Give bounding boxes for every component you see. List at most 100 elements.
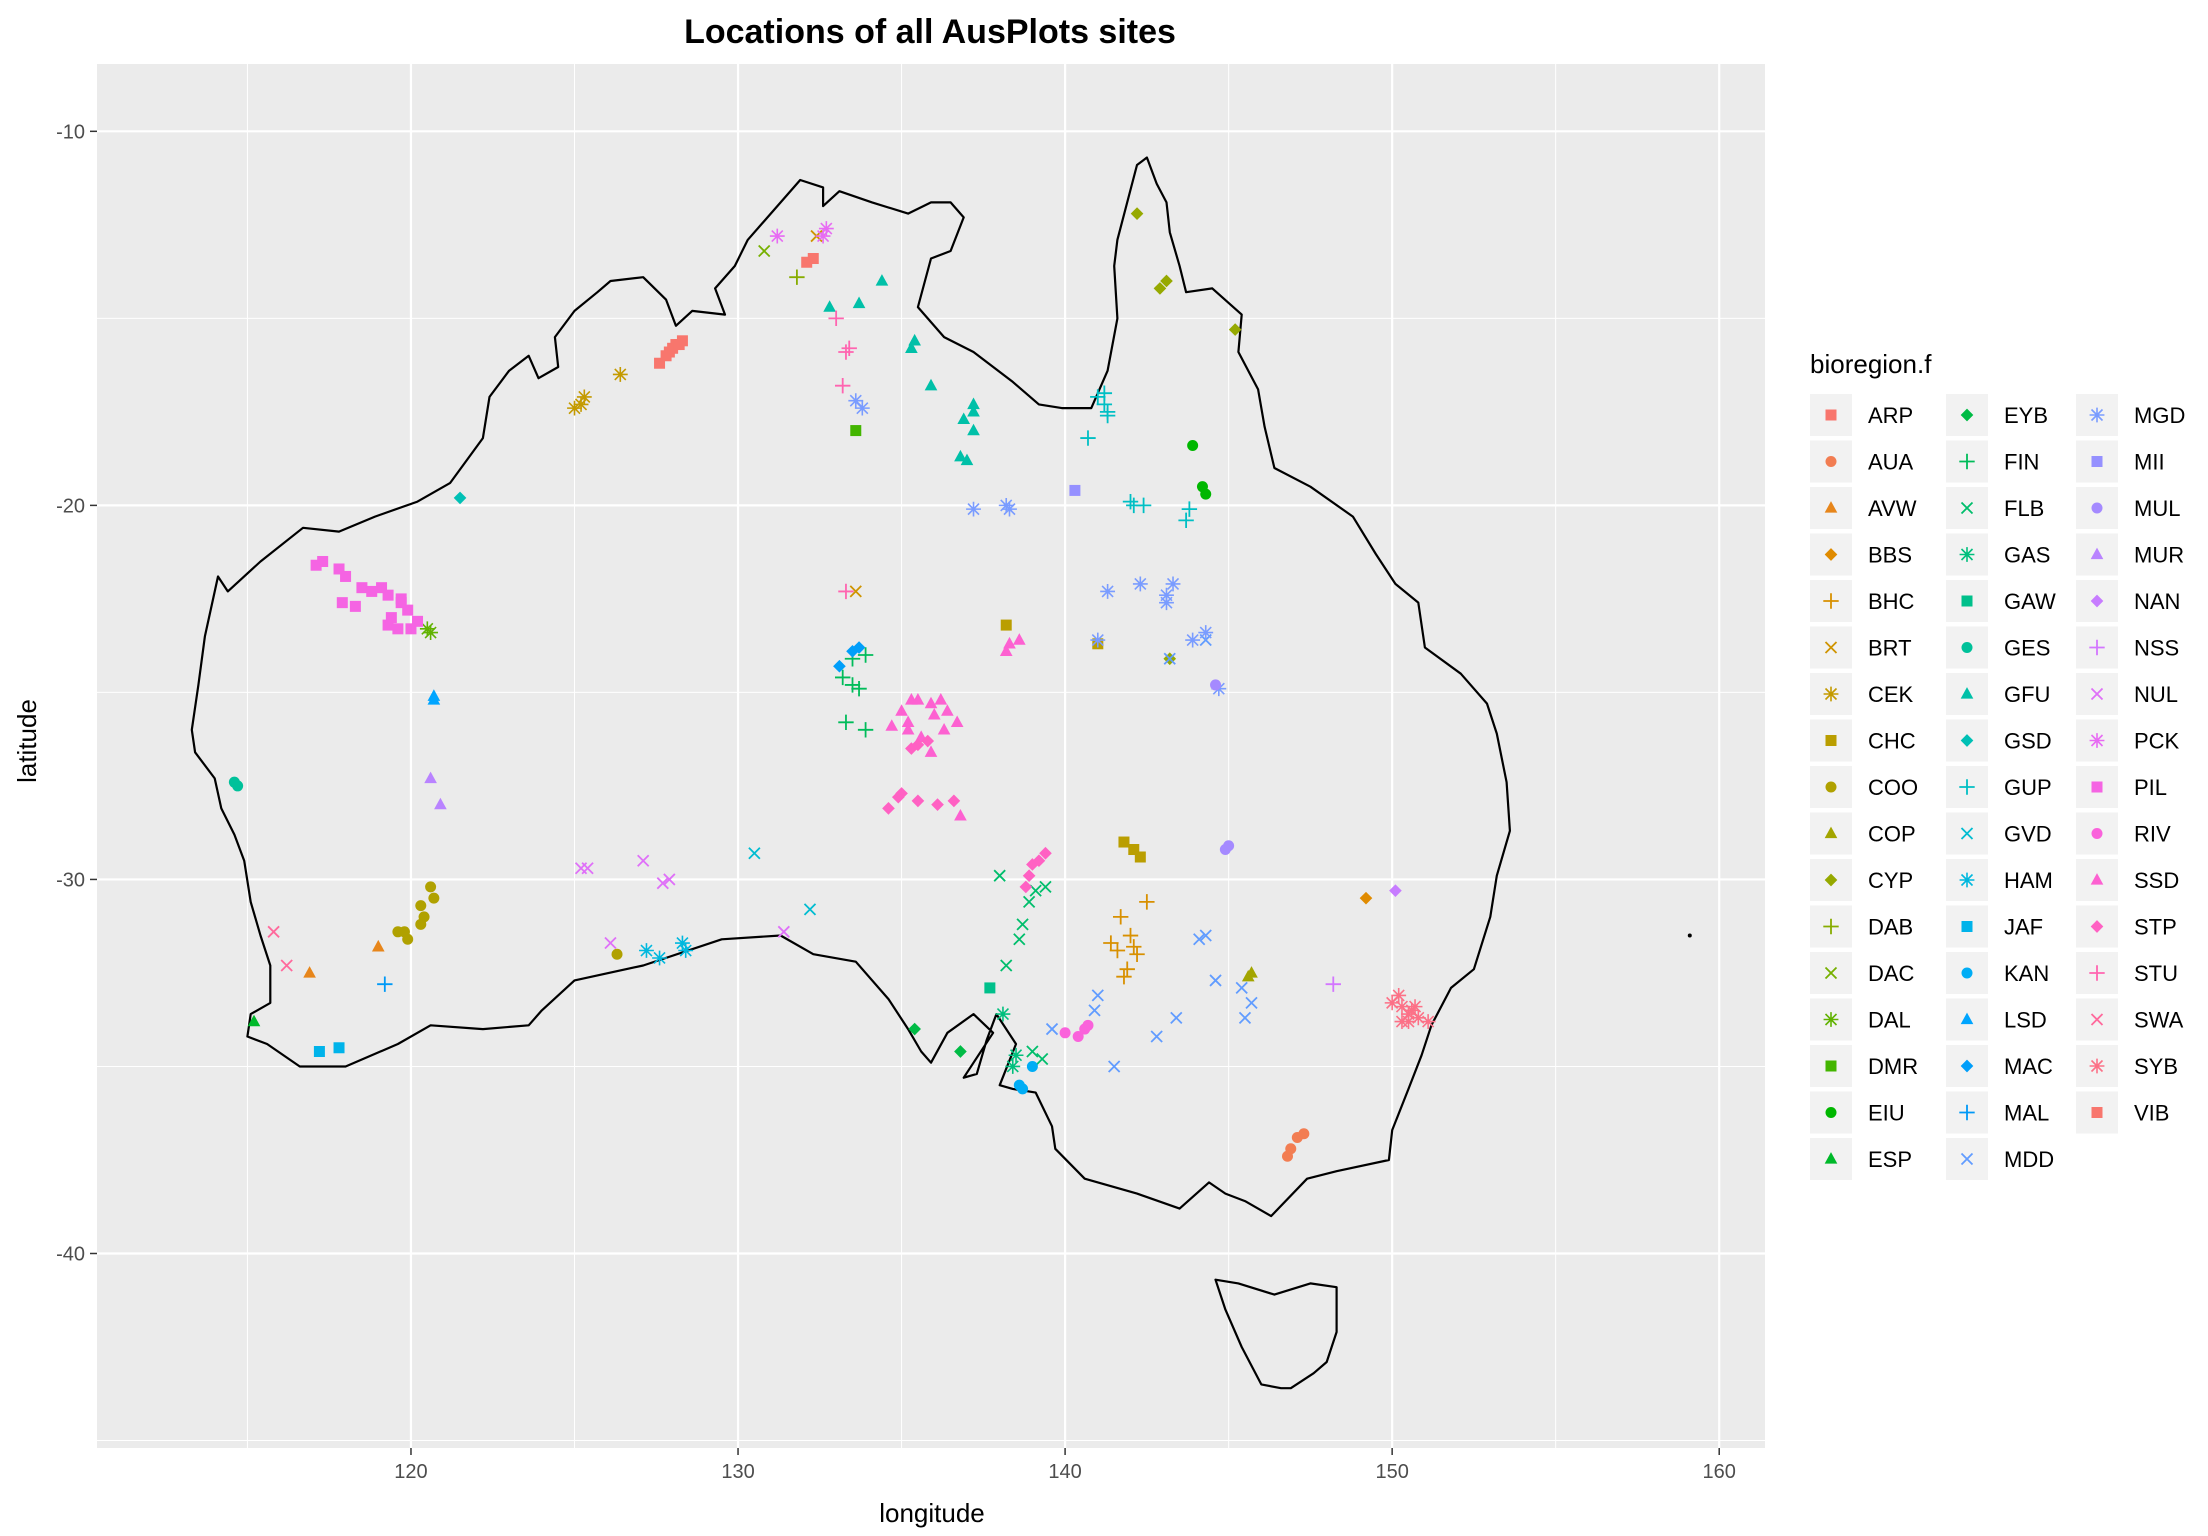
data-point-ssd — [941, 704, 954, 716]
legend-label: COP — [1868, 822, 1916, 847]
data-point-ssd — [924, 696, 938, 709]
legend-item-stu: STU — [2076, 952, 2178, 994]
legend-label: ESP — [1868, 1147, 1912, 1172]
legend-label: KAN — [2004, 961, 2049, 986]
data-point-mac — [852, 641, 866, 654]
legend-item-lsd: LSD — [1946, 998, 2047, 1041]
data-point-mdd — [1045, 1022, 1059, 1036]
data-point-mgd — [848, 393, 864, 409]
legend-key-symbol — [2089, 407, 2105, 423]
data-point-stp — [911, 794, 925, 808]
data-point-brt — [849, 585, 862, 598]
data-point-mur — [434, 797, 447, 810]
y-tick-label: -30 — [56, 869, 85, 891]
data-point-pil — [402, 604, 414, 616]
data-point-ssd — [924, 745, 938, 757]
legend-item-eyb: EYB — [1946, 394, 2048, 436]
data-point-flb — [1036, 1052, 1049, 1066]
data-point-gup — [1099, 407, 1116, 424]
data-point-mur — [424, 771, 437, 784]
data-point-vib — [654, 357, 666, 369]
data-point-syb — [1410, 1010, 1426, 1026]
data-point-mdd — [1193, 933, 1206, 946]
data-point-cyp — [1130, 207, 1144, 220]
data-point-nss — [1325, 976, 1341, 992]
legend: ARP AUA AVW BBS BHC BRT CEK CHC COO COP CYP DAB DAC D… — [1810, 394, 2185, 1180]
y-axis-ticks: -10 -20 -30 -40 — [56, 121, 97, 1265]
legend-key-symbol — [1961, 921, 1973, 932]
data-point-mgd — [854, 400, 870, 416]
data-point-bhc — [1126, 939, 1142, 955]
data-point-cek — [573, 396, 589, 412]
gridlines — [97, 64, 1765, 1448]
data-point-coo — [392, 926, 404, 938]
data-point-mgd — [1002, 501, 1017, 517]
legend-item-riv: RIV — [2076, 812, 2171, 855]
legend-item-nss: NSS — [2076, 626, 2179, 669]
legend-key-symbol — [2091, 502, 2103, 514]
data-point-dac — [758, 244, 771, 258]
legend-label: SSD — [2134, 868, 2179, 893]
data-point-mgd — [1185, 632, 1201, 648]
data-point-stp — [921, 734, 935, 748]
data-point-flb — [1039, 880, 1052, 894]
data-point-fin — [834, 669, 851, 686]
data-point-mdd — [1150, 1030, 1163, 1043]
data-point-syb — [1401, 1014, 1416, 1029]
data-point-flb — [1013, 933, 1026, 946]
data-point-gas — [995, 1006, 1011, 1022]
legend-label: AVW — [1868, 496, 1917, 521]
data-point-gup — [1178, 512, 1194, 529]
data-point-pil — [366, 585, 378, 597]
data-point-flb — [1026, 1045, 1039, 1058]
data-point-pil — [405, 623, 417, 635]
data-point-bhc — [1103, 935, 1119, 951]
data-point-coo — [415, 900, 427, 912]
data-point-gfu — [875, 274, 889, 286]
data-point-mac — [833, 659, 846, 673]
data-point-mal — [377, 976, 393, 992]
legend-label: PIL — [2134, 775, 2167, 800]
data-point-pil — [376, 582, 388, 594]
legend-item-ham: HAM — [1946, 859, 2053, 901]
data-point-coo — [611, 948, 623, 960]
data-point-arp — [801, 256, 813, 268]
data-point-dal — [419, 621, 435, 637]
data-point-stp — [1022, 869, 1036, 883]
data-point-bhc — [1116, 968, 1132, 985]
data-point-nul — [663, 873, 676, 886]
legend-label: NSS — [2134, 636, 2179, 661]
data-point-cyp — [1153, 282, 1167, 295]
data-point-dmr — [850, 425, 862, 437]
data-point-gas — [1005, 1059, 1021, 1074]
legend-item-dmr: DMR — [1810, 1045, 1918, 1087]
data-point-aua — [1281, 1150, 1293, 1162]
data-point-jaf — [333, 1042, 345, 1054]
data-point-mdd — [1245, 996, 1258, 1010]
data-point-pil — [336, 597, 348, 609]
legend-label: NUL — [2134, 682, 2178, 707]
data-point-mgd — [1198, 625, 1214, 640]
legend-label: GAW — [2004, 589, 2056, 614]
data-point-ssd — [1012, 633, 1026, 645]
data-point-mgd — [1165, 576, 1181, 592]
data-point-mdd — [1091, 989, 1104, 1002]
data-point-fin — [838, 714, 854, 731]
data-point-kan — [1017, 1083, 1029, 1095]
data-point-swa — [267, 925, 280, 938]
data-points — [228, 207, 1436, 1162]
data-point-flb — [1000, 959, 1013, 972]
legend-key-symbol — [2089, 965, 2105, 981]
data-point-ham — [652, 950, 667, 966]
data-point-cyp — [1160, 274, 1173, 288]
legend-label: EIU — [1868, 1101, 1905, 1126]
data-point-mdd — [1209, 974, 1222, 987]
data-point-pil — [317, 555, 329, 567]
data-point-ssd — [934, 693, 948, 705]
data-point-riv — [1072, 1031, 1084, 1043]
legend-key-symbol — [1824, 501, 1838, 513]
legend-item-swa: SWA — [2076, 998, 2184, 1041]
data-point-pck — [815, 228, 831, 244]
legend-item-nul: NUL — [2076, 673, 2178, 715]
legend-item-dal: DAL — [1810, 998, 1911, 1041]
